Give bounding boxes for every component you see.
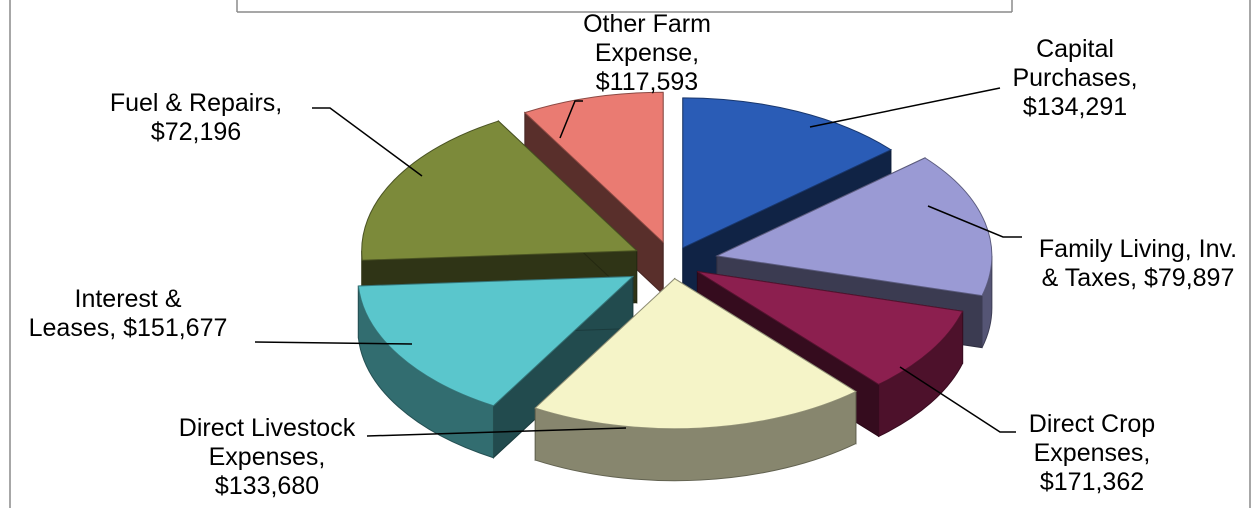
data-label-family-living-inv-and-taxes: Family Living, Inv. & Taxes, $79,897 [1039, 235, 1237, 292]
pie-slices [357, 91, 993, 482]
data-label-interest-and-leases: Interest & Leases, $151,677 [29, 285, 228, 342]
slice-top-interest-and-leases [361, 120, 638, 261]
leader-line-fuel-and-repairs [312, 107, 423, 177]
leader-line-direct-crop-expenses [899, 366, 1016, 433]
slice-top-fuel-and-repairs [523, 91, 664, 244]
data-labels: Other Farm Expense, $117,593 Capital Purchas… [29, 10, 1238, 500]
data-label-capital-purchases: Capital Purchases, $134,291 [1012, 35, 1137, 121]
slice-top-direct-crop-expenses [534, 278, 857, 430]
leader-line-capital-purchases [809, 87, 1001, 128]
data-label-direct-crop-expenses: Direct Crop Expenses, $171,362 [1029, 410, 1155, 496]
leader-lines [254, 87, 1022, 437]
slice-direct-crop-expenses [534, 277, 857, 482]
slice-top-capital-purchases [715, 157, 993, 297]
slice-direct-livestock-expenses [357, 275, 635, 459]
leader-line-direct-livestock-expenses [366, 427, 627, 437]
slice-top-direct-livestock-expenses [357, 275, 635, 407]
leader-line-family-living-inv-and-taxes [927, 205, 1022, 238]
data-label-other-farm-expense: Other Farm Expense, $117,593 [583, 10, 711, 96]
leader-line-other-farm-expense [559, 100, 583, 139]
plot-frame-lines [9, 0, 1251, 508]
data-label-direct-livestock-expenses: Direct Livestock Expenses, $133,680 [179, 414, 356, 500]
slice-top-family-living-inv-and-taxes [697, 271, 964, 385]
leader-line-interest-and-leases [254, 341, 413, 345]
slice-top-other-farm-expense [682, 97, 892, 249]
data-label-fuel-and-repairs: Fuel & Repairs, $72,196 [110, 89, 282, 146]
